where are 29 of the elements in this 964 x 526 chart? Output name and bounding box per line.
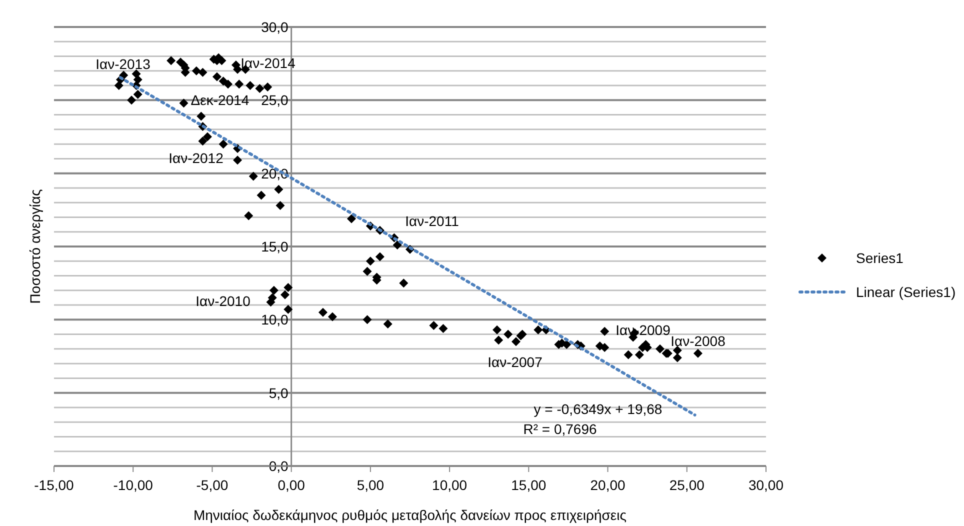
annotation: Ιαν-2008	[670, 333, 726, 349]
y-tick-label: 25,0	[261, 92, 289, 108]
x-tick-label: 30,00	[748, 477, 784, 493]
annotation: Δεκ-2014	[190, 92, 250, 108]
y-tick-label: 10,0	[261, 312, 289, 328]
annotation: Ιαν-2013	[96, 56, 151, 72]
x-tick-label: -10,00	[113, 477, 154, 493]
x-tick-label: 15,00	[511, 477, 546, 493]
x-tick-label: 0,00	[278, 477, 306, 493]
x-tick-label: 5,00	[356, 477, 384, 493]
x-axis-title: Μηνιαίος δωδεκάμηνος ρυθμός μεταβολής δανείων προς επιχειρήσεις	[193, 507, 627, 523]
annotation: Ιαν-2010	[196, 293, 251, 309]
annotation: Ιαν-2011	[405, 213, 460, 229]
legend-label: Linear (Series1)	[856, 284, 956, 300]
annotation: Ιαν-2014	[240, 55, 296, 71]
x-tick-label: -15,00	[34, 477, 74, 493]
y-tick-label: 15,0	[261, 238, 289, 254]
x-tick-label: -5,00	[196, 477, 228, 493]
x-tick-label: 25,00	[669, 477, 705, 493]
legend-label: Series1	[856, 250, 904, 266]
x-tick-label: 20,00	[590, 477, 626, 493]
annotation: R² = 0,7696	[523, 421, 597, 437]
y-axis-title: Ποσοστό ανεργίας	[27, 189, 43, 304]
annotation: Ιαν-2012	[168, 150, 224, 166]
annotation: y = -0,6349x + 19,68	[534, 401, 662, 417]
y-tick-label: 5,0	[268, 384, 289, 401]
annotation: Ιαν-2007	[488, 354, 543, 370]
y-tick-label: 30,0	[261, 19, 289, 35]
x-tick-label: 10,00	[432, 477, 468, 493]
